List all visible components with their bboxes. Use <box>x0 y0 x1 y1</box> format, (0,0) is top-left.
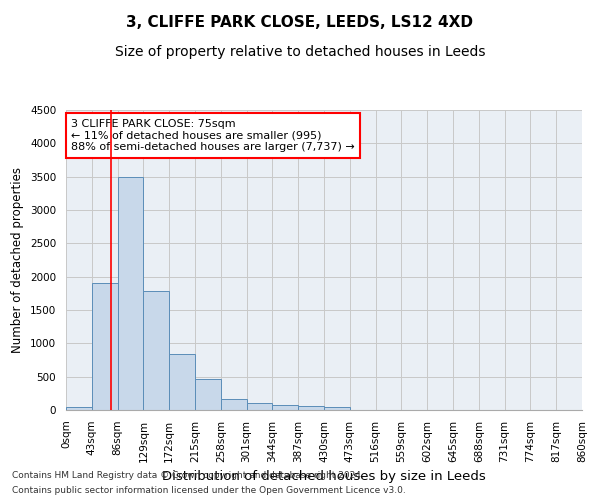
Bar <box>92 284 118 410</box>
Bar <box>272 406 298 410</box>
Bar <box>195 380 221 410</box>
Bar <box>221 400 247 410</box>
Text: Contains HM Land Registry data © Crown copyright and database right 2024.: Contains HM Land Registry data © Crown c… <box>12 471 364 480</box>
Text: Contains public sector information licensed under the Open Government Licence v3: Contains public sector information licen… <box>12 486 406 495</box>
Text: 3, CLIFFE PARK CLOSE, LEEDS, LS12 4XD: 3, CLIFFE PARK CLOSE, LEEDS, LS12 4XD <box>127 15 473 30</box>
Bar <box>118 176 143 410</box>
X-axis label: Distribution of detached houses by size in Leeds: Distribution of detached houses by size … <box>162 470 486 483</box>
Text: Size of property relative to detached houses in Leeds: Size of property relative to detached ho… <box>115 45 485 59</box>
Y-axis label: Number of detached properties: Number of detached properties <box>11 167 25 353</box>
Bar <box>169 354 195 410</box>
Bar <box>324 407 350 410</box>
Bar <box>247 404 272 410</box>
Bar <box>66 406 92 410</box>
Bar <box>143 292 169 410</box>
Bar <box>298 406 324 410</box>
Text: 3 CLIFFE PARK CLOSE: 75sqm
← 11% of detached houses are smaller (995)
88% of sem: 3 CLIFFE PARK CLOSE: 75sqm ← 11% of deta… <box>71 119 355 152</box>
